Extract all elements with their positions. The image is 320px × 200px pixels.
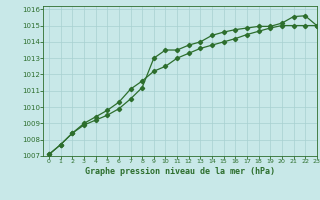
X-axis label: Graphe pression niveau de la mer (hPa): Graphe pression niveau de la mer (hPa) [85,167,275,176]
